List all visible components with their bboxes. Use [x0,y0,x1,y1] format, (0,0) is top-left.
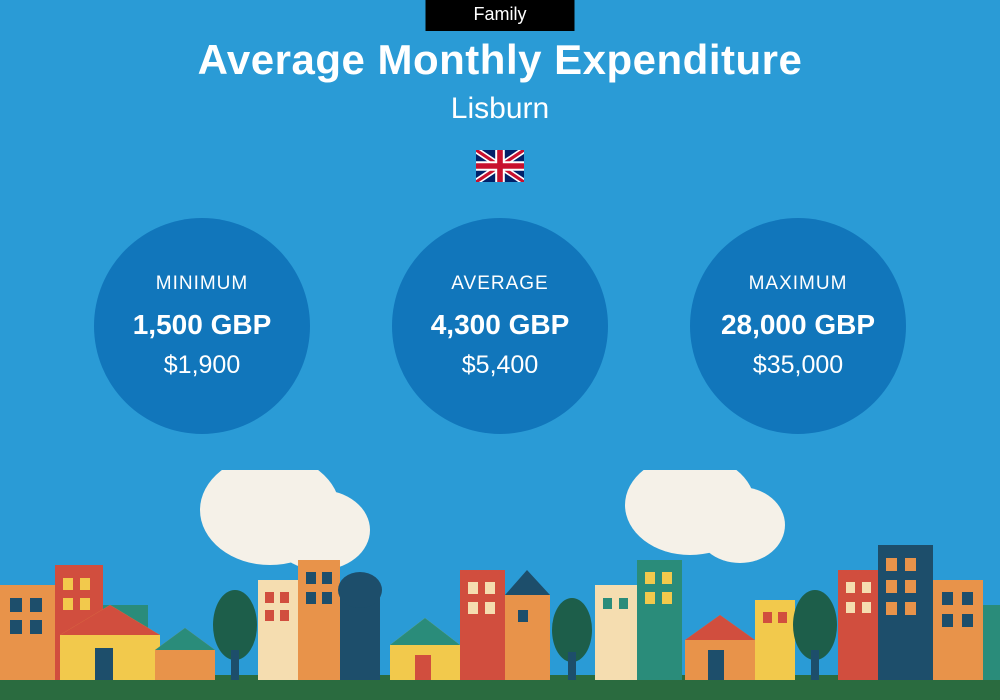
stat-circles-row: MINIMUM 1,500 GBP $1,900 AVERAGE 4,300 G… [0,218,1000,434]
stat-primary-value: 1,500 GBP [133,309,272,341]
stat-primary-value: 28,000 GBP [721,309,875,341]
stat-circle-maximum: MAXIMUM 28,000 GBP $35,000 [690,218,906,434]
stat-label: MAXIMUM [749,273,848,295]
stat-secondary-value: $5,400 [462,351,538,380]
stat-circle-minimum: MINIMUM 1,500 GBP $1,900 [94,218,310,434]
page-title: Average Monthly Expenditure [0,36,1000,84]
location-subtitle: Lisburn [0,92,1000,126]
stat-secondary-value: $35,000 [753,351,843,380]
uk-flag-icon [476,150,524,182]
category-tab: Family [426,0,575,31]
stat-secondary-value: $1,900 [164,351,240,380]
stat-circle-average: AVERAGE 4,300 GBP $5,400 [392,218,608,434]
stat-label: AVERAGE [451,273,548,295]
stat-primary-value: 4,300 GBP [431,309,570,341]
stat-label: MINIMUM [156,273,248,295]
